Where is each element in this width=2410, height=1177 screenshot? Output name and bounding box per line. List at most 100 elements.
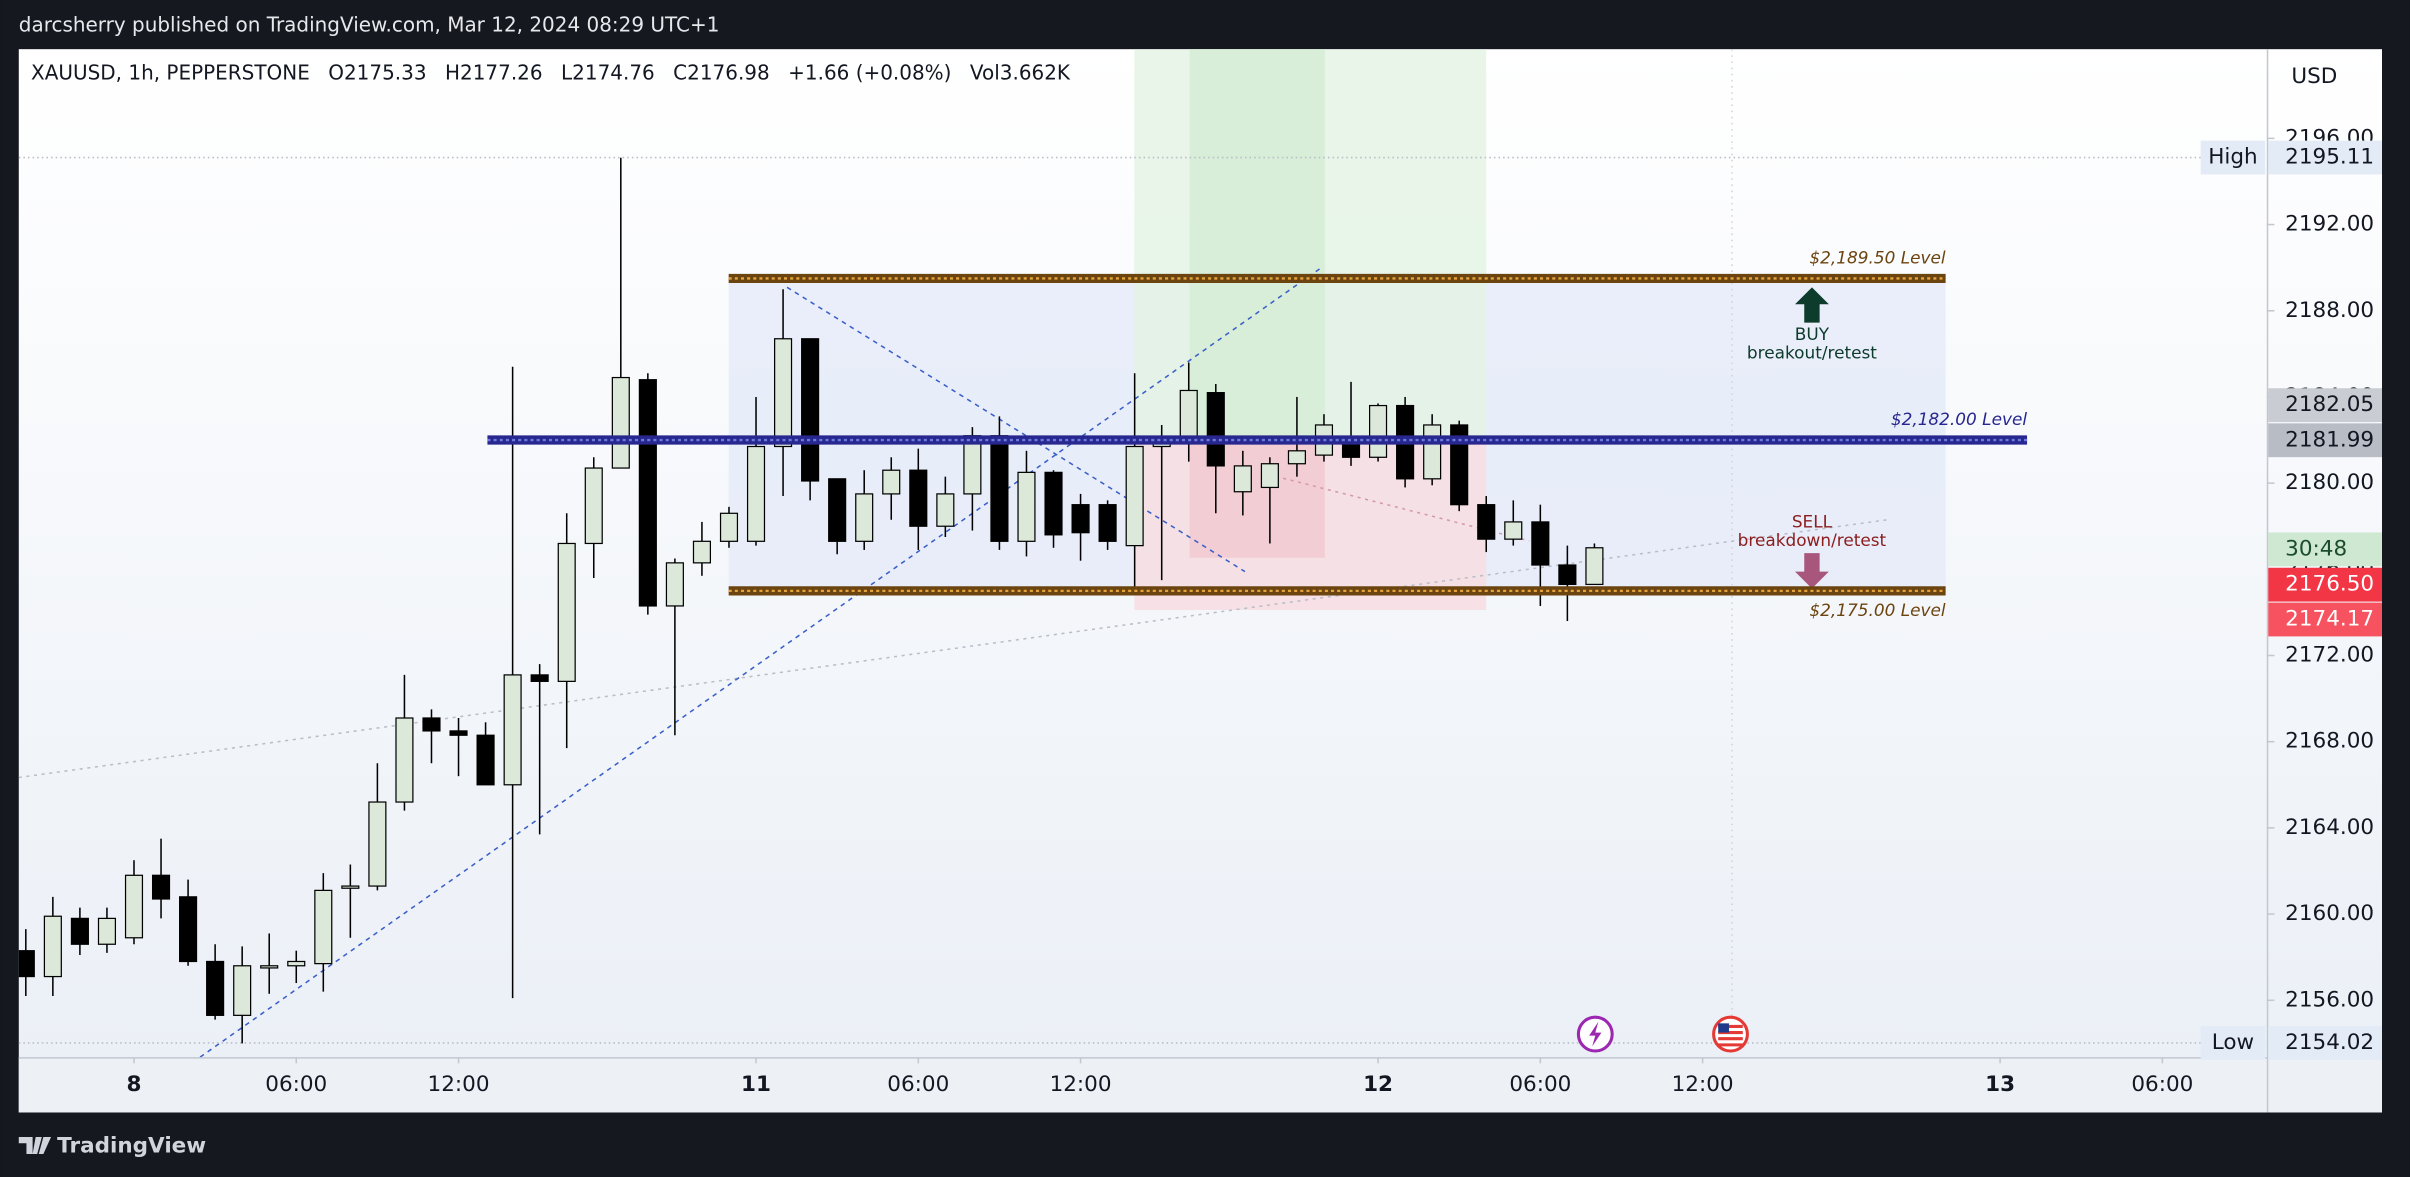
candle-body bbox=[611, 376, 630, 469]
x-tick-label: 12:00 bbox=[1050, 1072, 1112, 1097]
brand-logo: TradingView bbox=[18, 1133, 206, 1158]
price-label-box bbox=[2268, 140, 2382, 175]
x-tick-label: 06:00 bbox=[1509, 1072, 1571, 1097]
price-label-box bbox=[2268, 567, 2382, 602]
candle-body bbox=[43, 915, 62, 978]
price-label-name-box bbox=[2200, 140, 2266, 175]
candle-body bbox=[665, 562, 684, 607]
sell-note: breakdown/retest bbox=[1738, 530, 1887, 550]
buy-note: breakout/retest bbox=[1747, 342, 1877, 362]
candle-body bbox=[422, 717, 441, 732]
price-label-box bbox=[2268, 1026, 2382, 1060]
x-tick-label: 12 bbox=[1363, 1072, 1393, 1097]
candle-body bbox=[909, 469, 928, 527]
price-label: 2195.11 bbox=[2285, 145, 2374, 170]
candle-body bbox=[584, 467, 603, 545]
event-icon bbox=[1576, 1015, 1614, 1053]
candle-body bbox=[828, 478, 847, 542]
candle-body bbox=[1368, 404, 1388, 458]
candle-body bbox=[1423, 424, 1442, 480]
legend-item: O2175.33 bbox=[328, 60, 426, 84]
brand: TradingView bbox=[57, 1133, 206, 1158]
level-label: $2,175.00 Level bbox=[1809, 600, 1946, 620]
candle-body bbox=[801, 338, 820, 482]
candle-body bbox=[530, 674, 549, 682]
candle-body bbox=[206, 960, 225, 1016]
level-label: $2,182.00 Level bbox=[1891, 409, 2028, 429]
candle-body bbox=[719, 512, 739, 542]
x-tick-label: 12:00 bbox=[428, 1072, 490, 1097]
price-label: 2176.50 bbox=[2285, 572, 2374, 597]
candle-body bbox=[476, 734, 495, 786]
candle-body bbox=[1098, 504, 1117, 542]
y-tick-label: 2188.00 bbox=[2285, 298, 2374, 323]
candle-body bbox=[1504, 521, 1523, 540]
price-label-name: Low bbox=[2212, 1030, 2254, 1055]
candle-body bbox=[233, 965, 252, 1016]
y-tick-label: 2172.00 bbox=[2285, 643, 2374, 668]
candle-body bbox=[1531, 521, 1550, 566]
candle-body bbox=[774, 338, 793, 448]
level-label: $2,189.50 Level bbox=[1809, 247, 1946, 267]
sell-arrow bbox=[1795, 553, 1829, 589]
candle-body bbox=[124, 874, 144, 939]
candle-body bbox=[1260, 463, 1279, 489]
candle-body bbox=[1125, 445, 1144, 547]
y-tick-label: 2164.00 bbox=[2285, 815, 2374, 840]
candle-body bbox=[1206, 392, 1225, 467]
x-tick-label: 13 bbox=[1985, 1072, 2015, 1097]
candle-body bbox=[1450, 424, 1469, 506]
candle-body bbox=[151, 874, 171, 900]
x-tick-label: 12:00 bbox=[1672, 1072, 1734, 1097]
candle-body bbox=[18, 950, 35, 978]
legend-item: Vol3.662K bbox=[970, 60, 1071, 84]
legend-item: C2176.98 bbox=[673, 60, 770, 84]
y-tick-label: 2168.00 bbox=[2285, 729, 2374, 754]
candle-body bbox=[638, 379, 657, 607]
flag-icon bbox=[1712, 1015, 1749, 1053]
candle-body bbox=[368, 801, 387, 887]
candle-body bbox=[1017, 471, 1036, 542]
candle-body bbox=[1477, 504, 1496, 540]
sell-label: SELL bbox=[1792, 511, 1833, 531]
flag-stripes bbox=[1718, 1024, 1743, 1047]
flag-canton bbox=[1718, 1023, 1729, 1033]
price-label: 2182.05 bbox=[2285, 392, 2374, 417]
candle-body bbox=[1044, 471, 1063, 536]
candle-body bbox=[990, 435, 1009, 542]
candle-body bbox=[503, 674, 522, 786]
y-tick-label: 2156.00 bbox=[2285, 987, 2374, 1012]
countdown-box bbox=[2268, 532, 2382, 567]
trend-line bbox=[786, 286, 1246, 573]
time-axis bbox=[18, 1057, 2382, 1113]
buy-arrow bbox=[1795, 287, 1829, 323]
price-label-box bbox=[2268, 602, 2382, 637]
price-label-name-box bbox=[2200, 1026, 2266, 1060]
legend-item: H2177.26 bbox=[445, 60, 543, 84]
candle-body bbox=[97, 917, 117, 945]
x-tick-label: 06:00 bbox=[2131, 1072, 2193, 1097]
y-tick-label: 2192.00 bbox=[2285, 212, 2374, 237]
x-tick-label: 06:00 bbox=[265, 1072, 327, 1097]
lightning bbox=[1589, 1021, 1602, 1047]
x-tick-label: 8 bbox=[127, 1072, 142, 1097]
candle-body bbox=[179, 896, 198, 963]
price-label-box bbox=[2268, 388, 2382, 423]
overlay: $2,189.50 Level $2,182.00 Level $2,175.00 … bbox=[487, 247, 2028, 1053]
price-label: 2174.17 bbox=[2285, 607, 2374, 632]
candle-body bbox=[1233, 465, 1252, 493]
candle-body bbox=[395, 717, 414, 803]
candle-body bbox=[1585, 547, 1604, 586]
candle-body bbox=[341, 885, 360, 889]
buy-label: BUY bbox=[1795, 324, 1830, 344]
candle-body bbox=[449, 730, 468, 736]
y-tick-label: 2180.00 bbox=[2285, 470, 2374, 495]
legend-item: XAUUSD, 1h, PEPPERSTONE bbox=[31, 60, 310, 84]
legend-item: +1.66 (+0.08%) bbox=[788, 60, 951, 84]
logo-mark bbox=[18, 1137, 52, 1154]
price-label: 2181.99 bbox=[2285, 427, 2374, 452]
candle-body bbox=[1179, 389, 1198, 441]
candle-body bbox=[260, 965, 279, 969]
y-tick-label: 2160.00 bbox=[2285, 901, 2374, 926]
